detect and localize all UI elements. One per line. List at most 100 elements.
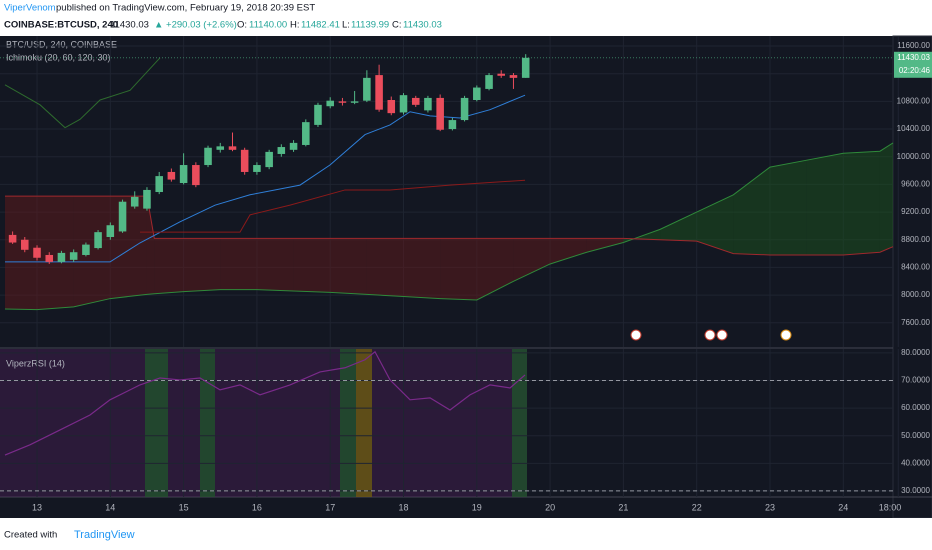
y-tick-label: 60.0000 bbox=[901, 403, 930, 412]
event-icon[interactable] bbox=[780, 329, 792, 341]
x-tick-label: 21 bbox=[618, 502, 628, 512]
candle-body bbox=[240, 149, 249, 172]
candle-body bbox=[509, 75, 518, 78]
x-tick-label: 23 bbox=[765, 502, 775, 512]
ohlc-key: O: bbox=[237, 20, 247, 31]
published: published on TradingView.com, February 1… bbox=[56, 3, 315, 14]
candle-body bbox=[448, 120, 457, 130]
cloud-line bbox=[4, 195, 894, 256]
rsi-zone bbox=[0, 349, 527, 497]
rsi-title: ViperzRSI (14) bbox=[6, 358, 65, 368]
x-tick-label: 19 bbox=[472, 502, 482, 512]
countdown-label: 02:20:46 bbox=[899, 66, 931, 75]
candle-body bbox=[33, 247, 41, 258]
cloud-segment bbox=[403, 238, 441, 299]
candle-body bbox=[57, 252, 66, 262]
y-tick-label: 50.0000 bbox=[901, 431, 930, 440]
candle-body bbox=[460, 97, 469, 121]
indicator-line bbox=[4, 57, 161, 129]
x-tick-label: 18:00 bbox=[879, 502, 902, 512]
cloud-line bbox=[4, 142, 894, 311]
footer: Created with TradingView bbox=[4, 529, 135, 541]
cloud-segment bbox=[806, 153, 844, 255]
chart-title: BTC/USD, 240, COINBASE bbox=[6, 39, 117, 49]
rsi-zone bbox=[200, 349, 215, 497]
last-price-box bbox=[894, 51, 932, 78]
candle-body bbox=[289, 142, 298, 150]
candle-body bbox=[69, 252, 78, 260]
candle-body bbox=[485, 75, 493, 89]
footer-text: Created with bbox=[4, 530, 57, 541]
indicator-line bbox=[140, 179, 526, 233]
rsi-line bbox=[4, 350, 526, 456]
x-tick-label: 14 bbox=[105, 502, 115, 512]
cloud-segment bbox=[154, 238, 184, 294]
candle-body bbox=[143, 189, 151, 209]
candle-body bbox=[45, 254, 54, 262]
candle-body bbox=[204, 147, 212, 166]
x-tick-label: 17 bbox=[325, 502, 335, 512]
cloud-segment bbox=[660, 212, 697, 242]
candle-body bbox=[155, 176, 163, 193]
footer-brand[interactable]: TradingView bbox=[74, 529, 135, 541]
candle-body bbox=[350, 101, 359, 103]
candle-body bbox=[130, 196, 139, 207]
y-tick-label: 30.0000 bbox=[901, 486, 930, 495]
candle-body bbox=[94, 232, 102, 249]
candle-body bbox=[192, 165, 200, 186]
cloud-segment bbox=[110, 196, 147, 299]
candle-body bbox=[216, 146, 225, 150]
candle-body bbox=[375, 75, 383, 110]
candle-body bbox=[521, 57, 530, 78]
candle-body bbox=[265, 151, 273, 168]
event-icon[interactable] bbox=[716, 329, 728, 341]
cloud-segment bbox=[146, 196, 155, 295]
cloud-segment bbox=[476, 238, 514, 300]
ohlc-key: L: bbox=[342, 20, 350, 31]
x-tick-label: 24 bbox=[838, 502, 848, 512]
cloud-segment bbox=[220, 238, 257, 290]
y-tick-label: 70.0000 bbox=[901, 376, 930, 385]
candle-body bbox=[497, 73, 505, 76]
cloud-segment bbox=[183, 238, 221, 292]
candle-body bbox=[302, 122, 310, 145]
cloud-segment bbox=[73, 196, 111, 307]
last-price: 11430.03 bbox=[110, 20, 149, 31]
event-icons bbox=[630, 329, 792, 341]
rsi-zone bbox=[512, 349, 527, 497]
footer-bg bbox=[0, 518, 932, 550]
rsi-shading bbox=[0, 349, 527, 497]
ohlc-key: H: bbox=[290, 20, 300, 31]
candle-body bbox=[363, 77, 371, 101]
ohlc-value: 11139.99 bbox=[351, 20, 389, 31]
cloud-segment bbox=[733, 167, 771, 255]
candle-body bbox=[21, 239, 29, 250]
event-icon[interactable] bbox=[704, 329, 716, 341]
event-icon[interactable] bbox=[630, 329, 642, 341]
candle-body bbox=[228, 146, 237, 150]
indicator-title: Ichimoku (20, 60, 120, 30) bbox=[6, 52, 111, 62]
author[interactable]: ViperVenom bbox=[4, 3, 56, 14]
y-tick-label: 11600.00 bbox=[897, 41, 930, 50]
candle-body bbox=[179, 165, 188, 184]
cloud-segment bbox=[4, 196, 38, 310]
y-tick-label: 9200.00 bbox=[901, 207, 930, 216]
change: ▲ +290.03 (+2.6%) bbox=[154, 20, 237, 31]
x-tick-label: 13 bbox=[32, 502, 42, 512]
cloud-segment bbox=[293, 238, 331, 293]
x-tick-label: 20 bbox=[545, 502, 555, 512]
y-tick-label: 8000.00 bbox=[901, 290, 930, 299]
rsi-zone bbox=[340, 349, 356, 497]
cloud-segment bbox=[513, 238, 551, 282]
cloud-segment bbox=[586, 238, 624, 253]
rsi-zone bbox=[145, 349, 168, 497]
y-tick-label: 7600.00 bbox=[901, 318, 930, 327]
ohlc-value: 11430.03 bbox=[403, 20, 442, 31]
cloud-segment bbox=[440, 238, 477, 300]
symbol: COINBASE:BTCUSD, 240 bbox=[4, 20, 118, 31]
candle-body bbox=[399, 95, 408, 113]
price-axis-bg bbox=[892, 35, 932, 519]
y-tick-label: 8800.00 bbox=[901, 235, 930, 244]
